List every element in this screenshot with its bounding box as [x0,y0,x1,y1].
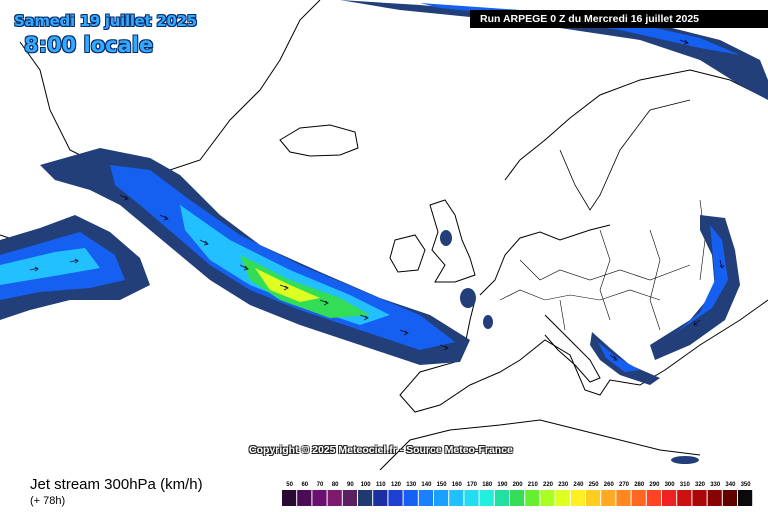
sweden-finland-border [559,99,691,211]
jet-band-balkan [590,332,660,385]
forecast-date: Samedi 19 juillet 2025 [14,12,197,30]
north-africa-coast [379,419,701,470]
legend-swatch-140 [418,490,433,506]
legend-swatch-290 [646,490,661,506]
legend-value-290: 290 [649,482,660,488]
legend-swatch-80 [327,490,342,506]
legend-value-100: 100 [361,482,372,488]
forecast-local-time: 8:00 locale [24,33,154,57]
legend-swatch-340 [722,490,737,506]
legend-swatch-160 [449,490,464,506]
jet-patch-biscay [483,315,493,329]
iceland-coast [279,124,359,157]
legend-value-160: 160 [452,482,463,488]
legend-swatch-100 [358,490,373,506]
legend-value-270: 270 [619,482,630,488]
jet-band-peak [255,268,320,302]
product-title: Jet stream 300hPa (km/h) [30,476,203,493]
legend-swatch-230 [555,490,570,506]
wind-arrows [29,23,725,361]
legend-value-350: 350 [741,482,752,488]
europe-north-coast [479,224,611,296]
legend-value-180: 180 [482,482,493,488]
forecast-lead-time: (+ 78h) [30,495,66,507]
legend-swatch-180 [479,490,494,506]
legend-swatch-110 [373,490,388,506]
jet-band-east-mid [670,225,728,338]
legend-value-60: 60 [301,482,308,488]
legend-swatch-320 [692,490,707,506]
legend-swatch-260 [601,490,616,506]
legend-value-120: 120 [391,482,402,488]
legend-swatch-70 [312,490,327,506]
model-run-label: Run ARPEGE 0 Z du Mercredi 16 juillet 20… [470,10,768,28]
legend-swatch-200 [510,490,525,506]
legend-swatch-300 [662,490,677,506]
legend-swatch-240 [570,490,585,506]
legend-swatch-170 [464,490,479,506]
europe-coast [399,299,768,413]
legend-value-50: 50 [286,482,293,488]
legend-value-140: 140 [421,482,432,488]
legend-swatch-250 [586,490,601,506]
legend-swatch-90 [342,490,357,506]
legend-swatch-120 [388,490,403,506]
legend-value-90: 90 [347,482,354,488]
jet-patch-channel [460,288,476,308]
scandinavia-coast [504,69,761,181]
legend-swatch-330 [707,490,722,506]
legend-value-170: 170 [467,482,478,488]
jet-band-arctic-mid [420,3,740,55]
jet-band-mid [110,165,455,350]
jet-band-max [240,255,370,318]
jet-patch-east-med [671,456,699,464]
legend-value-250: 250 [589,482,600,488]
legend-value-240: 240 [573,482,584,488]
legend-swatch-220 [540,490,555,506]
legend-swatch-280 [631,490,646,506]
ireland-coast [389,234,426,273]
jet-band-core [180,205,390,325]
jet-band-west-core [0,248,100,285]
legend-value-310: 310 [680,482,691,488]
legend-value-150: 150 [437,482,448,488]
legend-swatch-210 [525,490,540,506]
legend-value-220: 220 [543,482,554,488]
legend-swatch-310 [677,490,692,506]
jet-stream-map [0,0,768,470]
legend-swatch-350 [738,490,753,506]
legend-swatch-50 [282,490,297,506]
wind-speed-legend: 50 60 70 80 90 100 110 120 130 140 150 160 170 180 190… [282,482,753,506]
legend-value-190: 190 [497,482,508,488]
legend-value-300: 300 [665,482,676,488]
legend-value-260: 260 [604,482,615,488]
legend-value-230: 230 [558,482,569,488]
legend-swatch-130 [403,490,418,506]
legend-value-210: 210 [528,482,539,488]
legend-swatch-60 [297,490,312,506]
legend-value-110: 110 [376,482,386,488]
italy-coast [544,314,601,383]
legend-swatch-190 [494,490,509,506]
copyright-notice: Copyright © 2025 Meteociel.fr - Source M… [249,444,513,456]
jet-patch-irish-sea [440,230,452,246]
legend-swatch-150 [434,490,449,506]
jet-band-balkan-mid [598,342,640,372]
legend-value-80: 80 [332,482,339,488]
legend-swatch-270 [616,490,631,506]
legend-value-330: 330 [710,482,721,488]
legend-value-200: 200 [513,482,524,488]
legend-value-340: 340 [725,482,736,488]
great-britain-coast [429,199,476,283]
legend-value-130: 130 [406,482,417,488]
legend-value-320: 320 [695,482,706,488]
legend-value-280: 280 [634,482,645,488]
legend-value-70: 70 [317,482,324,488]
